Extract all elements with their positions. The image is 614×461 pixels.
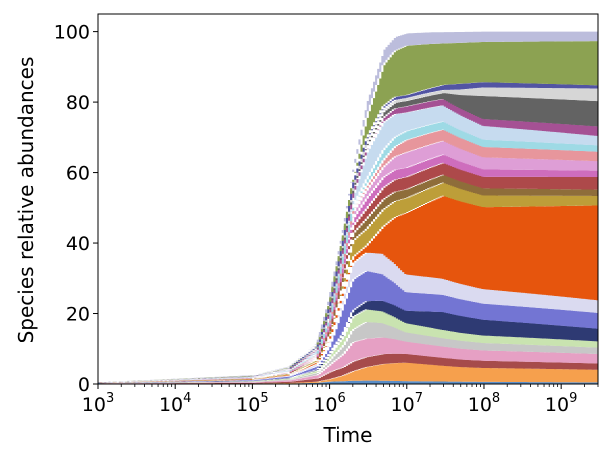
x-axis-label: Time [323,423,373,447]
plot-frame [97,13,599,385]
species-layer-19 [98,98,598,383]
species-layer-10 [98,195,598,383]
species-layer-16 [98,129,598,383]
species-layer-11 [98,182,598,383]
y-tick-label: 60 [66,163,90,185]
species-layer-17 [98,121,598,383]
y-tick-label: 100 [54,22,90,44]
species-layer-24 [98,31,598,383]
species-layer-1 [98,380,598,384]
y-tick-label: 40 [66,233,90,255]
species-layer-4 [98,337,598,384]
species-layer-3 [98,353,598,384]
y-tick-label: 80 [66,92,90,114]
species-layer-2 [98,362,598,384]
x-tick-label: 107 [391,391,423,416]
axes [97,13,599,385]
ticks: 0 20 40 60 80 100 103 104 105 106 107 108 109 [54,22,599,416]
species-layer-13 [98,162,598,383]
x-tick-label: 104 [159,391,191,416]
species-layer-23 [98,41,598,383]
species-layer-15 [98,140,598,383]
y-axis-label: Species relative abundances [14,57,38,344]
species-layer-8 [98,271,598,383]
species-area-layers [98,31,598,384]
x-tick-label: 109 [545,391,577,416]
x-tick-label: 106 [313,391,345,416]
x-tick-label: 103 [82,391,114,416]
y-tick-label: 20 [66,304,90,326]
species-layer-18 [98,105,598,383]
x-tick-label: 108 [468,391,500,416]
y-tick-label: 0 [78,374,90,396]
species-layer-20 [98,92,598,383]
x-tick-label: 105 [236,391,268,416]
species-layer-12 [98,174,598,383]
species-layer-7 [98,300,598,383]
